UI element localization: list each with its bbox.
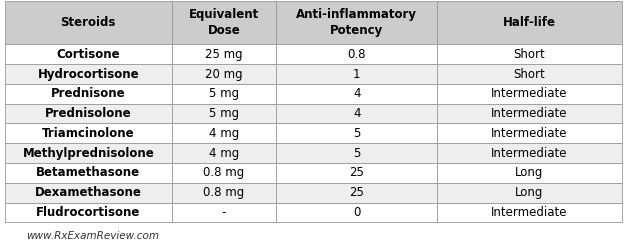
Bar — [277, 123, 437, 143]
Bar — [5, 84, 172, 104]
Bar — [437, 44, 622, 64]
Bar — [172, 64, 277, 84]
Bar — [437, 1, 622, 44]
Text: 0.8 mg: 0.8 mg — [203, 186, 245, 199]
Bar — [5, 203, 172, 222]
Text: Intermediate: Intermediate — [491, 127, 567, 140]
Text: Intermediate: Intermediate — [491, 107, 567, 120]
Bar — [172, 183, 277, 203]
Bar — [172, 143, 277, 163]
Bar — [277, 203, 437, 222]
Bar — [5, 64, 172, 84]
Bar — [5, 123, 172, 143]
Bar — [437, 64, 622, 84]
Text: 5 mg: 5 mg — [209, 107, 239, 120]
Text: Dexamethasone: Dexamethasone — [35, 186, 142, 199]
Text: 25 mg: 25 mg — [205, 48, 243, 61]
Text: Long: Long — [515, 186, 544, 199]
Text: 25: 25 — [349, 166, 364, 179]
Text: 4 mg: 4 mg — [209, 147, 239, 160]
Bar — [172, 203, 277, 222]
Bar — [437, 143, 622, 163]
Text: 4: 4 — [353, 87, 361, 100]
Text: 0.8 mg: 0.8 mg — [203, 166, 245, 179]
Text: Anti-inflammatory
Potency: Anti-inflammatory Potency — [296, 8, 417, 37]
Bar — [277, 1, 437, 44]
Bar — [172, 44, 277, 64]
Text: Betamethasone: Betamethasone — [36, 166, 140, 179]
Bar — [277, 163, 437, 183]
Text: 5 mg: 5 mg — [209, 87, 239, 100]
Text: 0.8: 0.8 — [347, 48, 366, 61]
Bar — [172, 163, 277, 183]
Bar — [5, 1, 172, 44]
Bar — [437, 123, 622, 143]
Text: Long: Long — [515, 166, 544, 179]
Text: Fludrocortisone: Fludrocortisone — [36, 206, 140, 219]
Text: Hydrocortisone: Hydrocortisone — [38, 68, 139, 80]
Text: Steroids: Steroids — [61, 16, 116, 29]
Bar — [437, 183, 622, 203]
Bar — [277, 64, 437, 84]
Bar — [277, 84, 437, 104]
Bar — [277, 44, 437, 64]
Text: 5: 5 — [353, 147, 361, 160]
Text: Cortisone: Cortisone — [56, 48, 120, 61]
Bar — [172, 123, 277, 143]
Bar — [5, 183, 172, 203]
Text: Prednisolone: Prednisolone — [45, 107, 132, 120]
Bar — [5, 104, 172, 123]
Text: -: - — [222, 206, 226, 219]
Text: Equivalent
Dose: Equivalent Dose — [189, 8, 259, 37]
Text: Prednisone: Prednisone — [51, 87, 125, 100]
Text: 4 mg: 4 mg — [209, 127, 239, 140]
Bar — [277, 183, 437, 203]
Text: Short: Short — [514, 48, 545, 61]
Bar — [277, 143, 437, 163]
Text: 0: 0 — [353, 206, 361, 219]
Bar — [437, 104, 622, 123]
Text: Intermediate: Intermediate — [491, 87, 567, 100]
Text: 20 mg: 20 mg — [205, 68, 243, 80]
Bar — [437, 203, 622, 222]
Text: 1: 1 — [353, 68, 361, 80]
Bar — [277, 104, 437, 123]
Text: Intermediate: Intermediate — [491, 147, 567, 160]
Text: Methylprednisolone: Methylprednisolone — [23, 147, 154, 160]
Bar — [437, 84, 622, 104]
Text: www.RxExamReview.com: www.RxExamReview.com — [26, 231, 159, 241]
Bar — [5, 44, 172, 64]
Bar — [437, 163, 622, 183]
Bar — [5, 143, 172, 163]
Text: Intermediate: Intermediate — [491, 206, 567, 219]
Bar — [5, 163, 172, 183]
Text: Short: Short — [514, 68, 545, 80]
Bar — [172, 104, 277, 123]
Bar — [172, 84, 277, 104]
Bar — [172, 1, 277, 44]
Text: 4: 4 — [353, 107, 361, 120]
Text: Half-life: Half-life — [503, 16, 556, 29]
Text: Triamcinolone: Triamcinolone — [42, 127, 135, 140]
Text: 5: 5 — [353, 127, 361, 140]
Text: 25: 25 — [349, 186, 364, 199]
